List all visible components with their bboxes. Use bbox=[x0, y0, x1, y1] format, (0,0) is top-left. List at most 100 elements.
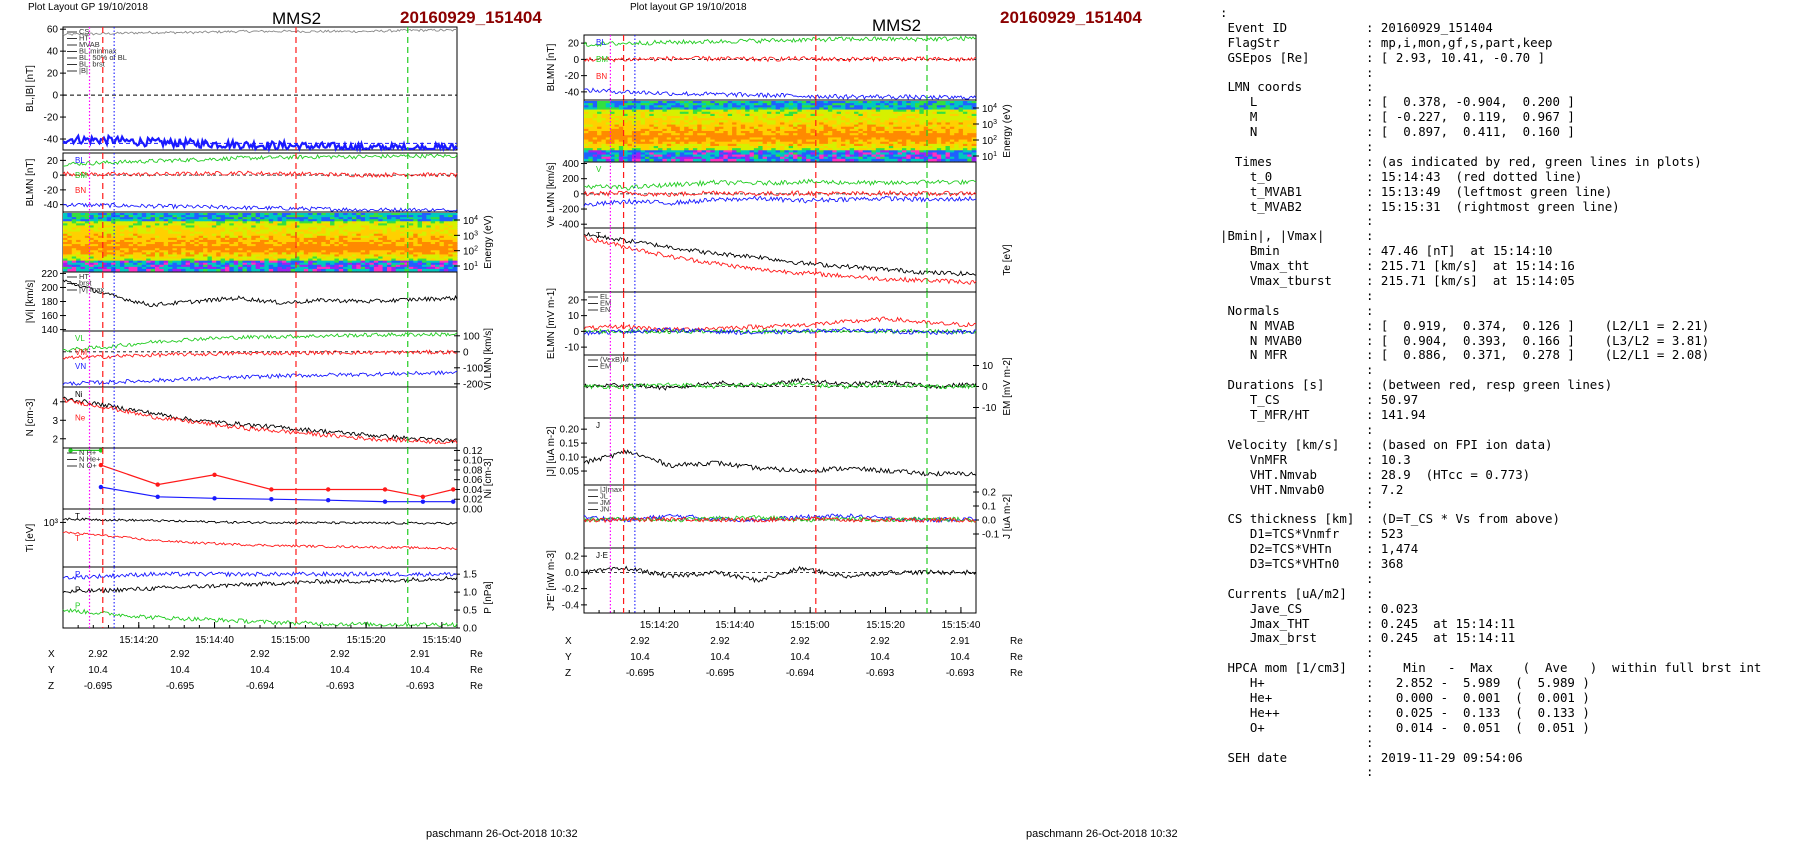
spectrogram-cell bbox=[627, 146, 633, 149]
spectrogram-cell bbox=[614, 111, 620, 115]
spectrogram-cell bbox=[697, 111, 702, 115]
spectrogram-cell bbox=[220, 260, 226, 264]
spectrogram-cell bbox=[640, 122, 646, 125]
series-point bbox=[98, 448, 104, 453]
spectrogram-cell bbox=[176, 260, 182, 264]
spectrogram-cell bbox=[762, 139, 768, 143]
spectrogram-cell bbox=[154, 260, 160, 264]
spectrogram-cell bbox=[845, 143, 851, 147]
x-tick-label: 15:15:00 bbox=[271, 635, 310, 646]
spectrogram-cell bbox=[150, 262, 156, 266]
spectrogram-cell bbox=[923, 113, 929, 117]
spectrogram-cell bbox=[614, 148, 620, 151]
spectrogram-cell bbox=[793, 128, 798, 132]
spectrogram-cell bbox=[295, 223, 300, 226]
spectrogram-cell bbox=[832, 150, 838, 153]
spectrogram-cell bbox=[740, 107, 746, 110]
spectrogram-cell bbox=[356, 233, 362, 237]
spectrogram-cell bbox=[373, 221, 379, 224]
series-label: VN bbox=[75, 362, 86, 371]
spectrogram-cell bbox=[771, 111, 777, 115]
spectrogram-cell bbox=[967, 124, 973, 128]
spectrogram-cell bbox=[316, 250, 322, 253]
spectrogram-cell bbox=[260, 219, 265, 222]
spectrogram-cell bbox=[185, 250, 191, 253]
spectrogram-cell bbox=[705, 146, 711, 149]
y-tick-label: 1.5 bbox=[463, 570, 477, 581]
spectrogram-cell bbox=[146, 227, 151, 230]
spectrogram-cell bbox=[448, 254, 454, 257]
spectrogram-cell bbox=[614, 137, 620, 140]
spectrogram-cell bbox=[679, 141, 685, 145]
spectrogram-cell bbox=[684, 141, 689, 145]
spectrogram-cell bbox=[93, 256, 99, 259]
spectrogram-cell bbox=[338, 231, 344, 235]
spectrogram-cell bbox=[93, 231, 99, 235]
spectrogram-cell bbox=[216, 258, 221, 262]
spectrogram-cell bbox=[246, 215, 252, 218]
spectrogram-cell bbox=[710, 109, 716, 113]
spectrogram-cell bbox=[264, 264, 270, 268]
spectrogram-cell bbox=[662, 109, 668, 113]
spectrogram-cell bbox=[710, 126, 716, 130]
spectrogram-cell bbox=[697, 109, 702, 113]
spectrogram-cell bbox=[679, 150, 685, 153]
spectrogram-cell bbox=[194, 266, 200, 270]
spectrogram-cell bbox=[910, 139, 916, 143]
spectrogram-cell bbox=[692, 103, 698, 106]
spectrogram-cell bbox=[884, 116, 890, 119]
spectrogram-cell bbox=[273, 252, 278, 255]
spectrogram-cell bbox=[246, 264, 252, 268]
spectrogram-cell bbox=[758, 128, 763, 132]
spectrogram-cell bbox=[207, 221, 213, 224]
position-value: -0.693 bbox=[406, 681, 435, 692]
spectrogram-cell bbox=[233, 250, 239, 253]
spectrogram-cell bbox=[971, 124, 977, 128]
spectrogram-cell bbox=[897, 103, 903, 106]
spectrogram-cell bbox=[365, 231, 370, 235]
spectrogram-cell bbox=[356, 225, 362, 228]
spectrogram-cell bbox=[845, 122, 851, 125]
spectrogram-cell bbox=[954, 126, 959, 130]
spectrogram-cell bbox=[273, 223, 278, 226]
spectrogram-cell bbox=[413, 213, 418, 216]
spectrogram-cell bbox=[260, 213, 265, 216]
spectrogram-cell bbox=[185, 248, 191, 251]
y-tick-label: 20 bbox=[47, 156, 59, 167]
spectrogram-cell bbox=[697, 143, 702, 147]
spectrogram-cell bbox=[814, 101, 820, 104]
spectrogram-cell bbox=[954, 122, 959, 125]
spectrogram-cell bbox=[701, 111, 707, 115]
spectrogram-cell bbox=[719, 135, 724, 138]
spectrogram-cell bbox=[871, 107, 877, 110]
spectrogram-cell bbox=[316, 215, 322, 218]
spectrogram-cell bbox=[697, 126, 702, 130]
spectrogram-cell bbox=[168, 258, 173, 262]
spectrogram-cell bbox=[736, 105, 742, 108]
spectrogram-cell bbox=[697, 107, 702, 110]
spectrogram-cell bbox=[246, 266, 252, 270]
spectrogram-cell bbox=[605, 139, 611, 143]
spectrogram-cell bbox=[303, 237, 309, 241]
spectrogram-cell bbox=[954, 124, 959, 128]
spectrogram-cell bbox=[854, 120, 859, 123]
spectrogram-cell bbox=[806, 101, 811, 104]
spectrogram-cell bbox=[238, 254, 243, 257]
spectrogram-cell bbox=[84, 239, 90, 243]
spectrogram-cell bbox=[884, 120, 890, 123]
spectrogram-cell bbox=[618, 131, 624, 134]
spectrogram-cell bbox=[623, 148, 628, 151]
spectrogram-cell bbox=[426, 225, 432, 228]
spectrogram-cell bbox=[334, 225, 340, 228]
spectrogram-cell bbox=[801, 122, 807, 125]
spectrogram-cell bbox=[936, 118, 942, 121]
spectrogram-cell bbox=[788, 124, 794, 128]
spectrogram-cell bbox=[255, 246, 261, 249]
spectrogram-cell bbox=[584, 109, 589, 113]
spectrogram-cell bbox=[141, 213, 147, 216]
spectrogram-cell bbox=[382, 219, 388, 222]
spectrogram-cell bbox=[710, 113, 716, 117]
spectrogram-cell bbox=[168, 229, 173, 233]
spectrogram-cell bbox=[216, 244, 221, 247]
spectrogram-cell bbox=[840, 103, 846, 106]
